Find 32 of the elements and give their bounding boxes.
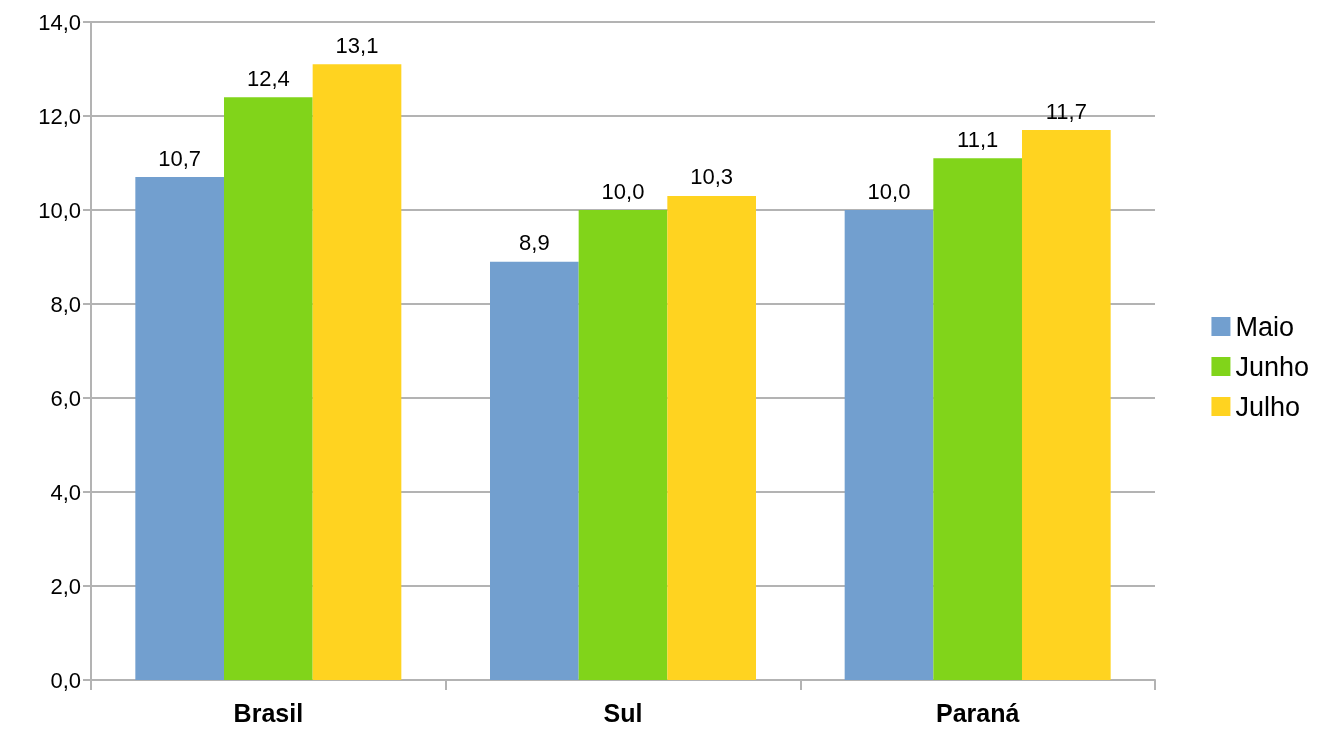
y-tick-label: 12,0 [38, 103, 81, 129]
data-label: 11,7 [1045, 98, 1087, 124]
y-tick-label: 6,0 [50, 385, 81, 411]
y-tick-label: 4,0 [50, 479, 81, 505]
data-label: 10,0 [867, 178, 911, 204]
bar [844, 210, 934, 680]
legend-label: Maio [1235, 311, 1294, 342]
legend-label: Julho [1235, 391, 1300, 422]
bar [312, 64, 402, 680]
y-tick-label: 10,0 [38, 197, 81, 223]
y-tick-label: 8,0 [50, 291, 81, 317]
bar [1022, 130, 1111, 680]
y-tick-label: 14,0 [38, 9, 81, 35]
data-label: 11,1 [957, 126, 999, 152]
bar [490, 261, 579, 680]
data-label: 13,1 [335, 32, 379, 58]
data-label: 10,0 [601, 178, 645, 204]
x-tick-label: Paraná [935, 698, 1020, 727]
bar [578, 210, 668, 680]
data-label: 8,9 [519, 230, 550, 256]
legend-label: Junho [1235, 351, 1310, 382]
y-tick-label: 2,0 [50, 573, 81, 599]
data-label: 10,7 [158, 145, 202, 171]
y-tick-label: 0,0 [50, 667, 81, 693]
bar [933, 158, 1022, 680]
bar [224, 97, 313, 680]
data-label: 10,3 [690, 164, 734, 190]
x-tick-label: Sul [603, 698, 643, 727]
bar [667, 195, 756, 680]
data-label: 12,4 [246, 65, 290, 91]
x-tick-label: Brasil [233, 698, 304, 727]
bar [135, 177, 224, 680]
